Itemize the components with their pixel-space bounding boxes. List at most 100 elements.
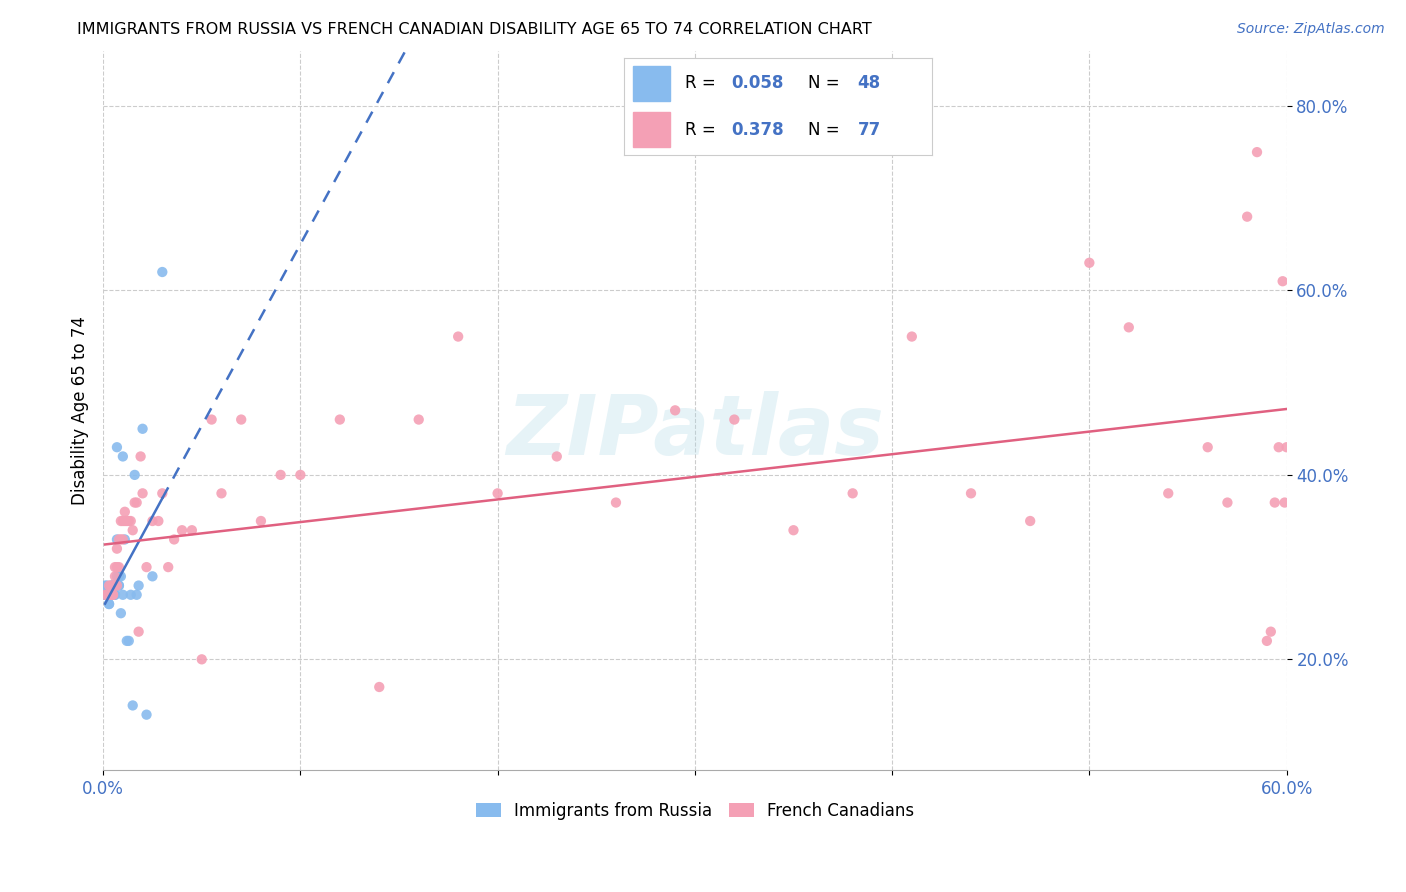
Point <box>368 680 391 694</box>
Point <box>1271 274 1294 288</box>
Point <box>125 495 148 509</box>
Point <box>148 514 170 528</box>
Point <box>100 578 122 592</box>
Point <box>101 588 124 602</box>
Text: IMMIGRANTS FROM RUSSIA VS FRENCH CANADIAN DISABILITY AGE 65 TO 74 CORRELATION CH: IMMIGRANTS FROM RUSSIA VS FRENCH CANADIA… <box>77 22 872 37</box>
Point <box>1246 145 1268 160</box>
Point <box>101 588 124 602</box>
Text: ZIPatlas: ZIPatlas <box>506 392 884 473</box>
Point <box>115 633 138 648</box>
Point <box>135 560 157 574</box>
Point <box>121 698 143 713</box>
Point <box>100 588 122 602</box>
Point <box>96 588 118 602</box>
Point <box>104 588 127 602</box>
Point <box>841 486 863 500</box>
Point <box>118 633 141 648</box>
Point <box>1078 256 1101 270</box>
Point <box>250 514 273 528</box>
Point <box>96 578 118 592</box>
Point <box>105 578 128 592</box>
Point <box>104 569 127 583</box>
Point <box>101 588 124 602</box>
Point <box>111 450 134 464</box>
Point <box>141 514 163 528</box>
Point <box>101 588 124 602</box>
Point <box>101 588 124 602</box>
Point <box>110 514 132 528</box>
Point <box>96 588 118 602</box>
Point <box>1275 440 1298 454</box>
Point <box>101 578 124 592</box>
Point <box>104 578 127 592</box>
Point <box>150 265 173 279</box>
Point <box>121 523 143 537</box>
Point <box>108 578 131 592</box>
Point <box>105 569 128 583</box>
Point <box>270 467 292 482</box>
Point <box>605 495 627 509</box>
Point <box>98 588 121 602</box>
Point <box>129 450 152 464</box>
Point <box>96 588 118 602</box>
Point <box>211 486 233 500</box>
Point <box>1157 486 1180 500</box>
Point <box>94 578 117 592</box>
Point <box>150 486 173 500</box>
Point <box>115 514 138 528</box>
Point <box>94 588 117 602</box>
Point <box>157 560 180 574</box>
Point <box>1264 495 1286 509</box>
Point <box>108 569 131 583</box>
Point <box>110 533 132 547</box>
Point <box>111 588 134 602</box>
Point <box>96 588 118 602</box>
Point <box>111 514 134 528</box>
Point <box>104 560 127 574</box>
Point <box>94 588 117 602</box>
Point <box>447 329 470 343</box>
Point <box>120 514 142 528</box>
Point <box>163 533 186 547</box>
Point <box>110 606 132 620</box>
Point <box>546 450 568 464</box>
Point <box>100 588 122 602</box>
Point <box>486 486 509 500</box>
Point <box>98 578 121 592</box>
Point <box>105 541 128 556</box>
Point <box>1274 495 1296 509</box>
Point <box>104 578 127 592</box>
Point <box>105 440 128 454</box>
Point <box>131 486 153 500</box>
Point <box>114 514 136 528</box>
Point <box>131 422 153 436</box>
Text: Source: ZipAtlas.com: Source: ZipAtlas.com <box>1237 22 1385 37</box>
Point <box>120 588 142 602</box>
Point <box>108 578 131 592</box>
Point <box>110 569 132 583</box>
Point <box>98 588 121 602</box>
Point <box>96 588 118 602</box>
Point <box>1236 210 1258 224</box>
Point <box>98 588 121 602</box>
Point <box>104 588 127 602</box>
Point <box>118 514 141 528</box>
Point <box>98 588 121 602</box>
Point <box>114 533 136 547</box>
Point <box>108 560 131 574</box>
Point <box>98 597 121 611</box>
Point <box>105 560 128 574</box>
Point <box>125 588 148 602</box>
Point <box>190 652 212 666</box>
Point <box>723 412 745 426</box>
Point <box>960 486 983 500</box>
Point <box>108 533 131 547</box>
Point <box>180 523 202 537</box>
Point <box>96 588 118 602</box>
Point <box>98 588 121 602</box>
Point <box>111 533 134 547</box>
Point <box>1118 320 1140 334</box>
Point <box>98 588 121 602</box>
Point <box>1216 495 1239 509</box>
Point <box>1256 633 1278 648</box>
